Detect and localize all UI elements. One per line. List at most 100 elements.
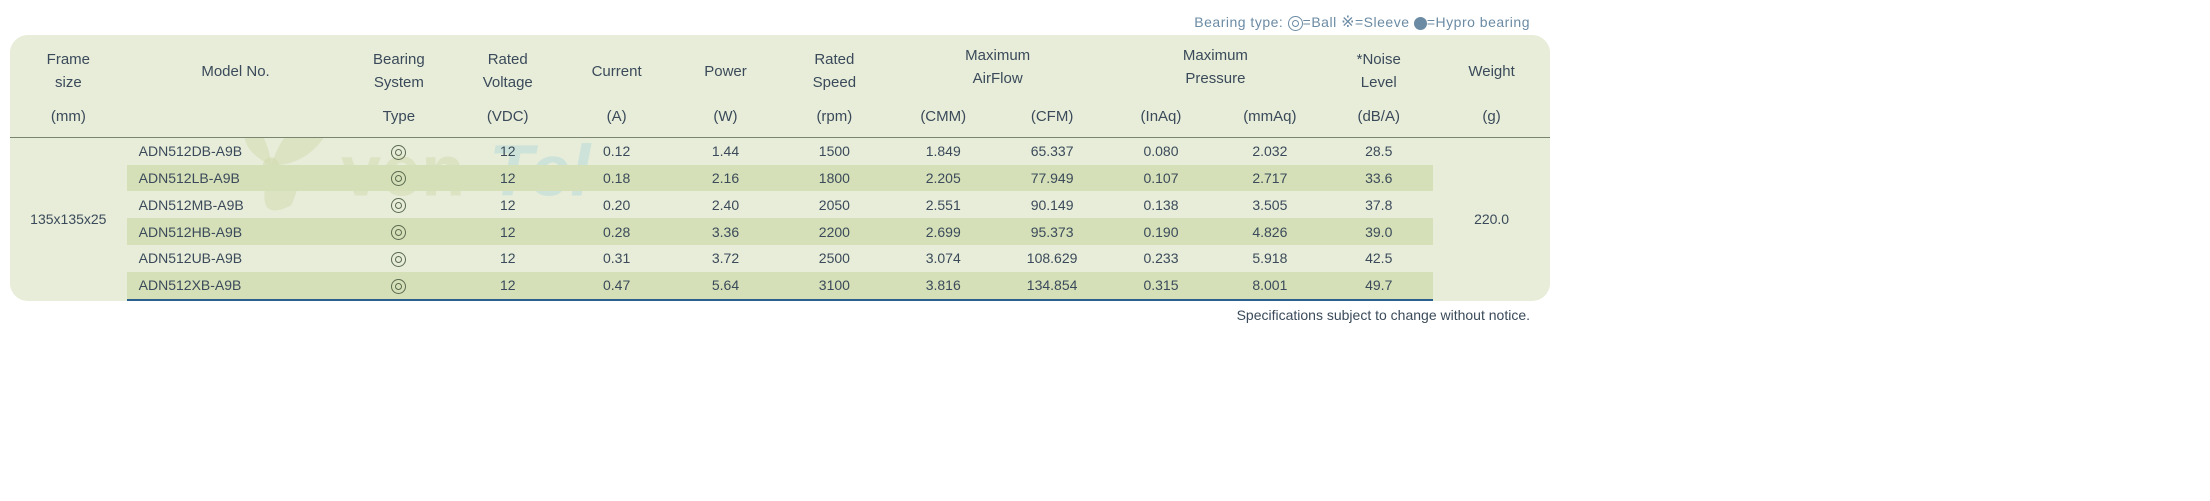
cell-noise: 39.0 [1324, 218, 1433, 245]
table-row: ADN512UB-A9B120.313.7225003.074108.6290.… [10, 245, 1550, 272]
cell-inaq: 0.138 [1107, 191, 1216, 218]
cell-bearing [344, 245, 453, 272]
cell-bearing [344, 272, 453, 300]
sleeve-icon: ※ [1341, 15, 1355, 31]
cell-current: 0.12 [562, 137, 671, 164]
unit-speed: (rpm) [780, 102, 889, 137]
cell-cfm: 108.629 [998, 245, 1107, 272]
cell-inaq: 0.315 [1107, 272, 1216, 300]
footnote: Specifications subject to change without… [10, 301, 1550, 327]
cell-current: 0.28 [562, 218, 671, 245]
cell-noise: 33.6 [1324, 165, 1433, 192]
cell-power: 2.40 [671, 191, 780, 218]
cell-bearing [344, 137, 453, 164]
col-model: Model No. [127, 35, 345, 102]
cell-power: 2.16 [671, 165, 780, 192]
cell-noise: 28.5 [1324, 137, 1433, 164]
cell-voltage: 12 [453, 191, 562, 218]
cell-cmm: 2.551 [889, 191, 998, 218]
unit-weight: (g) [1433, 102, 1550, 137]
cell-current: 0.20 [562, 191, 671, 218]
col-cfm [998, 94, 1107, 102]
ball-icon [391, 171, 406, 186]
cell-cmm: 2.205 [889, 165, 998, 192]
unit-cmm: (CMM) [889, 102, 998, 137]
spec-table-container: Bearing type: =Ball ※=Sleeve =Hypro bear… [10, 10, 1550, 327]
cell-current: 0.18 [562, 165, 671, 192]
cell-model: ADN512DB-A9B [127, 137, 345, 164]
col-power: Power [671, 35, 780, 102]
col-inaq [1107, 94, 1216, 102]
table-row: ADN512LB-A9B120.182.1618002.20577.9490.1… [10, 165, 1550, 192]
cell-bearing [344, 191, 453, 218]
legend-hypro: =Hypro bearing [1427, 14, 1530, 30]
ball-icon [391, 252, 406, 267]
cell-inaq: 0.190 [1107, 218, 1216, 245]
col-frame: Frame size [10, 35, 127, 102]
col-noise: *Noise Level [1324, 35, 1433, 102]
cell-mmaq: 2.032 [1215, 137, 1324, 164]
col-voltage: Rated Voltage [453, 35, 562, 102]
cell-mmaq: 5.918 [1215, 245, 1324, 272]
cell-cfm: 95.373 [998, 218, 1107, 245]
unit-bearing: Type [344, 102, 453, 137]
unit-frame: (mm) [10, 102, 127, 137]
cell-power: 3.36 [671, 218, 780, 245]
cell-speed: 2050 [780, 191, 889, 218]
cell-noise: 42.5 [1324, 245, 1433, 272]
cell-model: ADN512UB-A9B [127, 245, 345, 272]
unit-noise: (dB/A) [1324, 102, 1433, 137]
cell-speed: 3100 [780, 272, 889, 300]
unit-voltage: (VDC) [453, 102, 562, 137]
cell-inaq: 0.107 [1107, 165, 1216, 192]
cell-power: 5.64 [671, 272, 780, 300]
col-airflow: Maximum AirFlow [889, 35, 1107, 94]
frame-size-cell: 135x135x25 [10, 137, 127, 299]
cell-cfm: 134.854 [998, 272, 1107, 300]
cell-cfm: 90.149 [998, 191, 1107, 218]
col-mmaq [1215, 94, 1324, 102]
table-header: Frame size Model No. Bearing System Rate… [10, 35, 1550, 137]
cell-current: 0.31 [562, 245, 671, 272]
cell-voltage: 12 [453, 218, 562, 245]
cell-inaq: 0.080 [1107, 137, 1216, 164]
cell-mmaq: 3.505 [1215, 191, 1324, 218]
table-row: ADN512MB-A9B 120.202.4020502.55190.1490.1… [10, 191, 1550, 218]
cell-cfm: 65.337 [998, 137, 1107, 164]
ball-icon [391, 225, 406, 240]
unit-cfm: (CFM) [998, 102, 1107, 137]
cell-model: ADN512MB-A9B [127, 191, 345, 218]
legend-sleeve: =Sleeve [1355, 14, 1409, 30]
cell-voltage: 12 [453, 245, 562, 272]
cell-noise: 37.8 [1324, 191, 1433, 218]
table-body: 135x135x25ADN512DB-A9B120.121.4415001.84… [10, 137, 1550, 299]
col-speed: Rated Speed [780, 35, 889, 102]
cell-mmaq: 2.717 [1215, 165, 1324, 192]
legend-ball: =Ball [1303, 14, 1337, 30]
cell-mmaq: 8.001 [1215, 272, 1324, 300]
cell-noise: 49.7 [1324, 272, 1433, 300]
cell-voltage: 12 [453, 137, 562, 164]
unit-power: (W) [671, 102, 780, 137]
cell-cmm: 1.849 [889, 137, 998, 164]
hypro-icon [1414, 17, 1427, 30]
ball-icon [391, 279, 406, 294]
cell-current: 0.47 [562, 272, 671, 300]
cell-cmm: 3.074 [889, 245, 998, 272]
cell-bearing [344, 165, 453, 192]
cell-model: ADN512XB-A9B [127, 272, 345, 300]
cell-speed: 1500 [780, 137, 889, 164]
cell-cmm: 2.699 [889, 218, 998, 245]
cell-cfm: 77.949 [998, 165, 1107, 192]
cell-bearing [344, 218, 453, 245]
col-pressure: Maximum Pressure [1107, 35, 1325, 94]
cell-mmaq: 4.826 [1215, 218, 1324, 245]
cell-voltage: 12 [453, 165, 562, 192]
bearing-legend: Bearing type: =Ball ※=Sleeve =Hypro bear… [10, 10, 1550, 35]
table-row: 135x135x25ADN512DB-A9B120.121.4415001.84… [10, 137, 1550, 164]
cell-power: 3.72 [671, 245, 780, 272]
cell-cmm: 3.816 [889, 272, 998, 300]
col-current: Current [562, 35, 671, 102]
ball-icon [1288, 16, 1303, 31]
table-row: ADN512XB-A9B120.475.6431003.816134.8540.… [10, 272, 1550, 300]
